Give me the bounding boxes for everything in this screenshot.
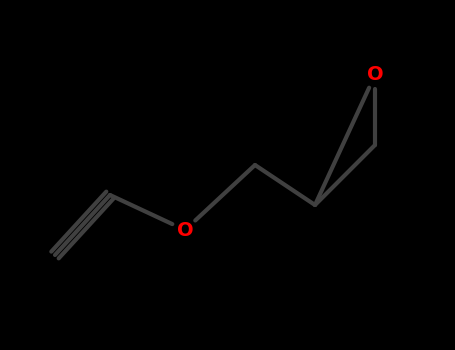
Text: O: O — [367, 65, 383, 84]
Text: O: O — [177, 220, 193, 239]
